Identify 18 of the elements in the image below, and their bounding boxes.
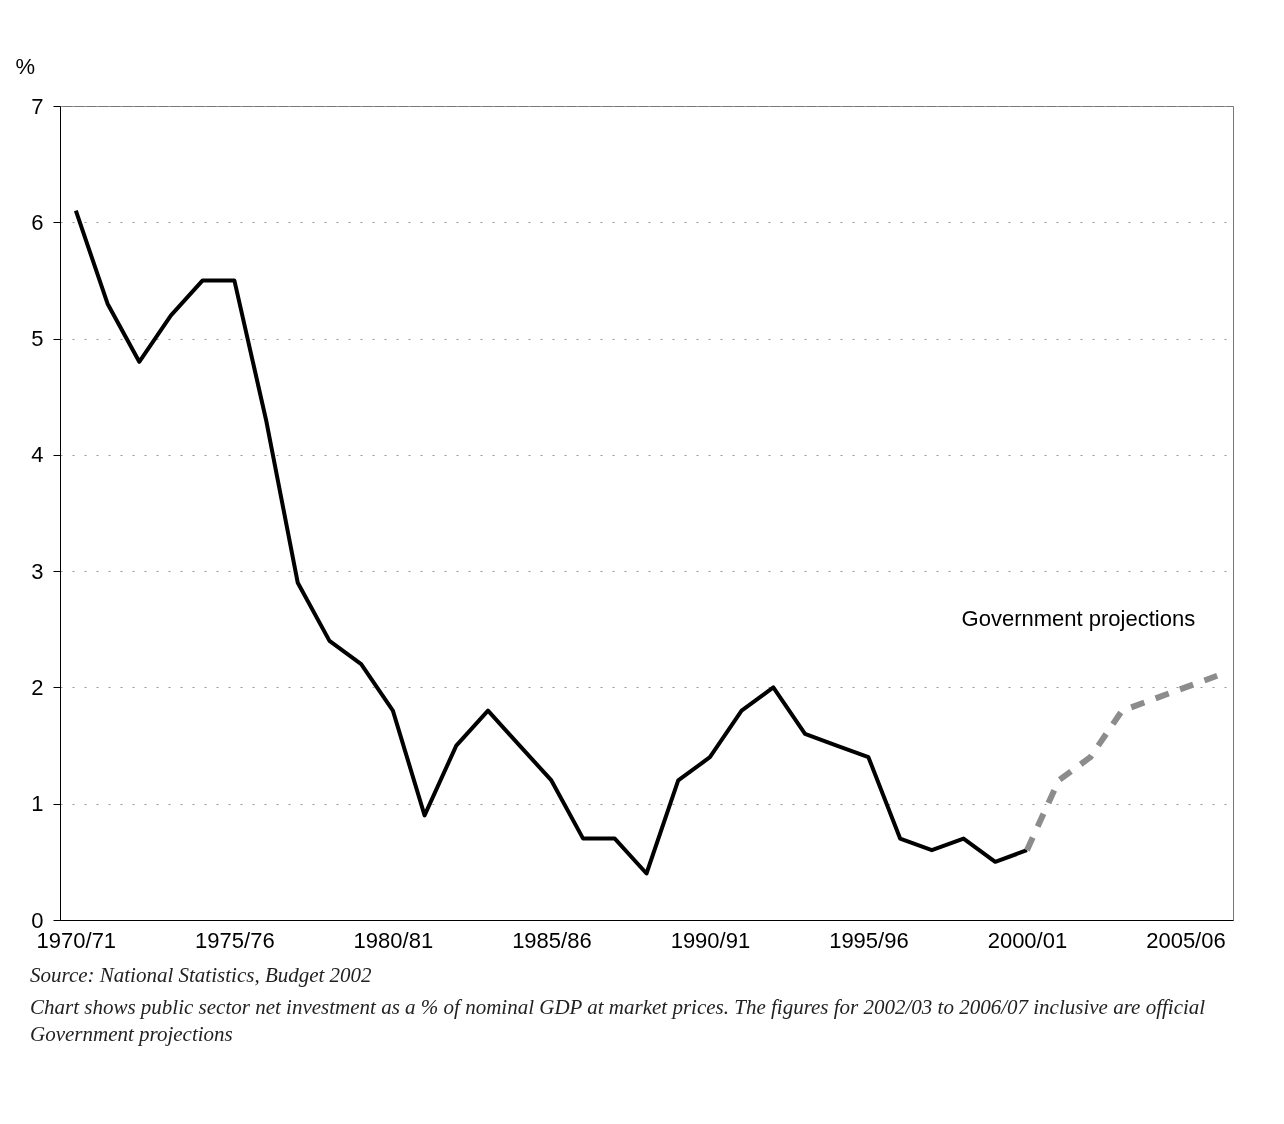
- x-tick-label: 2000/01: [987, 927, 1068, 953]
- y-tick-label: 5: [31, 326, 44, 352]
- text: Chart shows public sector net investment as a % of nominal GDP at market prices. The figures for 2002/03 to 2006/07 inclusive are official Government projections: [30, 994, 1207, 1047]
- x-tick-label: 1980/81: [353, 927, 434, 953]
- x-tick-label: 2005/06: [1146, 927, 1226, 953]
- y-tick-label: 1: [31, 791, 44, 817]
- y-tick-label: 2: [31, 674, 44, 700]
- x-tick-label: 1990/91: [670, 927, 751, 953]
- y-tick-label: 7: [31, 93, 44, 119]
- source-note: Source: National Statistics, Budget 2002: [30, 962, 373, 989]
- y-tick-label: 4: [31, 442, 44, 468]
- y-axis-title: %: [15, 53, 36, 79]
- x-tick-label: 1985/86: [512, 927, 592, 953]
- text: Government projections: [961, 605, 1196, 631]
- y-tick-label: 3: [31, 558, 44, 584]
- y-tick-label: 6: [31, 209, 44, 235]
- x-tick-label: 1975/76: [195, 927, 275, 953]
- x-tick-label: 1995/96: [829, 927, 909, 953]
